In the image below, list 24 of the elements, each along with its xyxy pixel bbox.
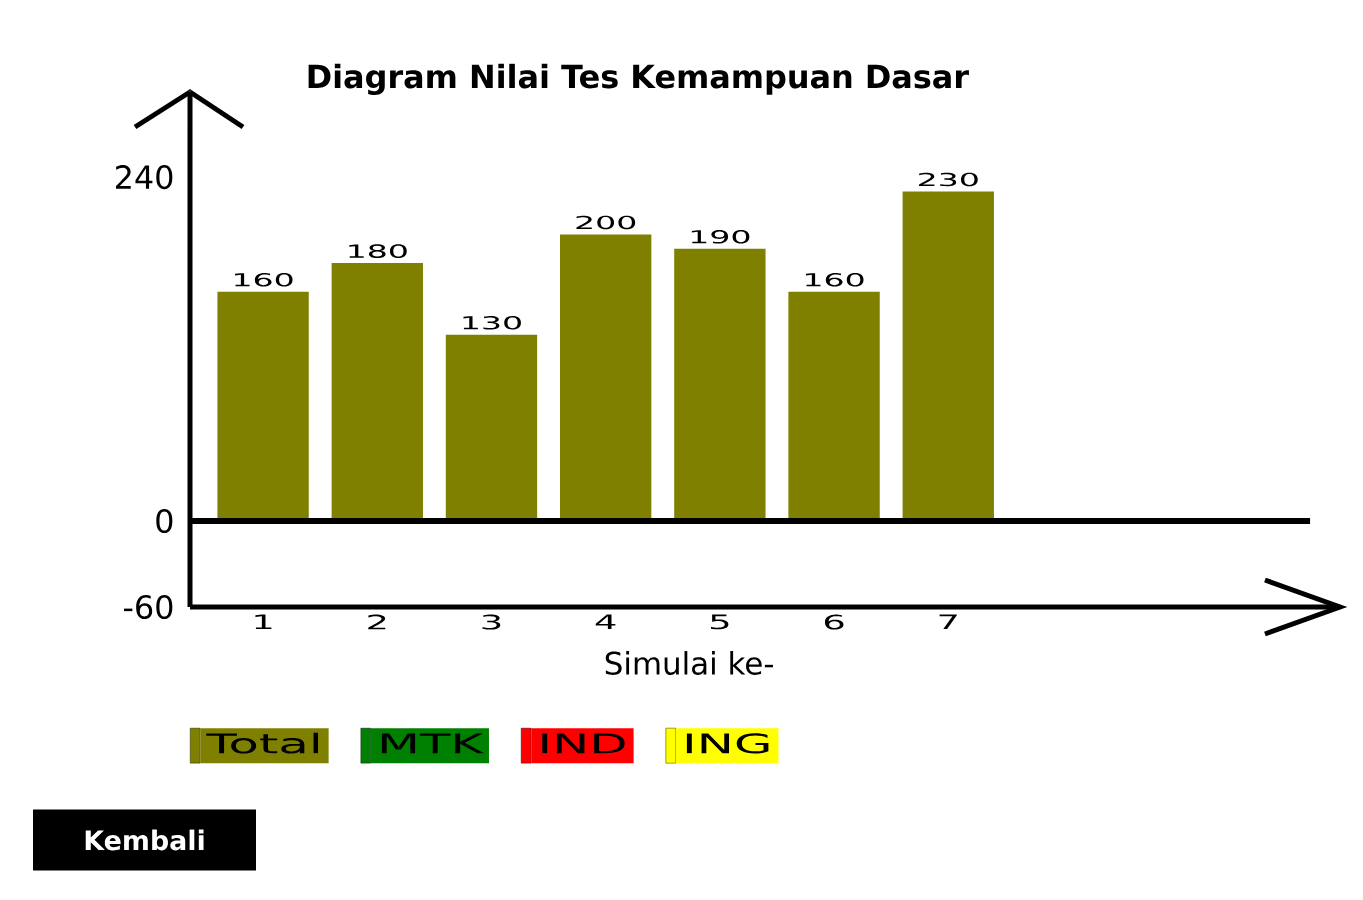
data-label: 130 [463,315,521,330]
x-tick-label: 4 [595,614,616,630]
x-axis-title: Simulai ke- [605,651,773,675]
x-tick-label: 6 [824,614,844,630]
y-tick-label: -60 [123,594,173,620]
data-label: 190 [691,230,750,244]
text: Kembali [85,829,204,851]
data-label: 160 [235,273,293,287]
legend-label: Total [206,732,319,754]
x-tick-label: 2 [368,614,386,630]
data-label: 230 [919,172,978,187]
x-tick-label: 3 [482,614,501,630]
y-tick-label: 0 [156,508,173,534]
x-tick-label: 7 [939,614,957,630]
data-label: 200 [576,215,636,230]
chart-title: Diagram Nilai Tes Kemampuan Dasar [308,63,969,95]
x-tick-label: 1 [255,614,272,630]
legend-label: ING [686,733,769,754]
legend-label: MTK [381,733,485,754]
y-tick-label: 240 [115,165,173,190]
data-label: 160 [806,273,864,287]
data-label: 180 [349,244,407,258]
legend-label: IND [542,733,625,754]
x-tick-label: 5 [710,614,729,630]
